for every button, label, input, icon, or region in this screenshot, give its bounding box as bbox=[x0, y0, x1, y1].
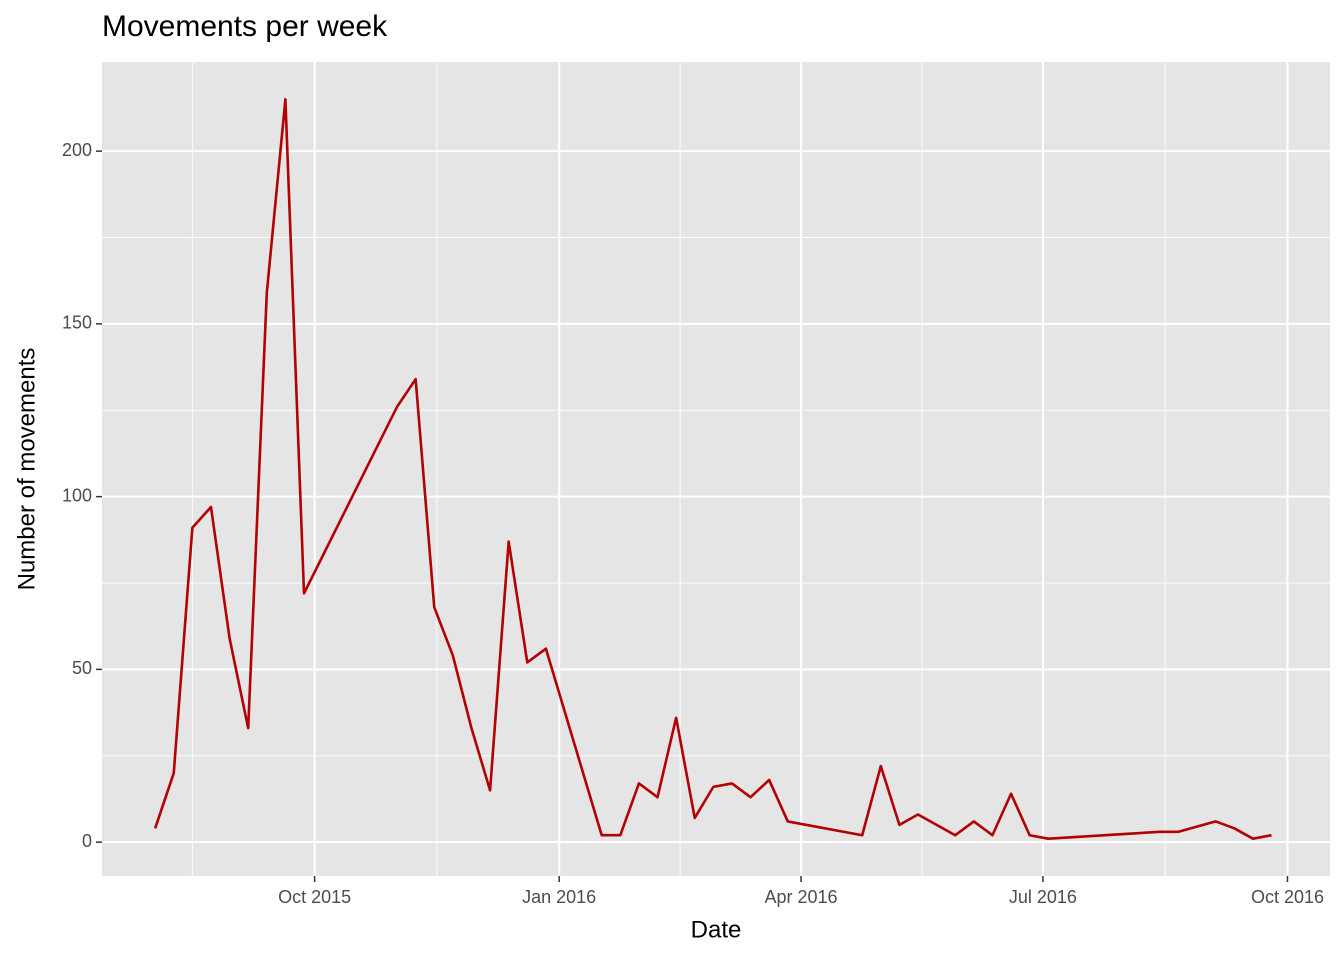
x-tick-label: Jul 2016 bbox=[1009, 887, 1077, 907]
data-line bbox=[153, 98, 1272, 840]
y-tick-label: 0 bbox=[82, 831, 92, 851]
y-tick-label: 100 bbox=[62, 485, 92, 505]
y-tick-label: 200 bbox=[62, 140, 92, 160]
x-axis-title: Date bbox=[691, 916, 742, 943]
x-tick-label: Jan 2016 bbox=[522, 887, 596, 907]
x-tick-label: Oct 2015 bbox=[278, 887, 351, 907]
y-axis-title: Number of movements bbox=[13, 348, 40, 591]
x-tick-label: Oct 2016 bbox=[1251, 887, 1324, 907]
y-tick-label: 150 bbox=[62, 313, 92, 333]
y-tick-label: 50 bbox=[72, 658, 92, 678]
chart-title: Movements per week bbox=[102, 10, 388, 43]
plot-panel bbox=[102, 62, 1330, 876]
x-tick-label: Apr 2016 bbox=[765, 887, 838, 907]
